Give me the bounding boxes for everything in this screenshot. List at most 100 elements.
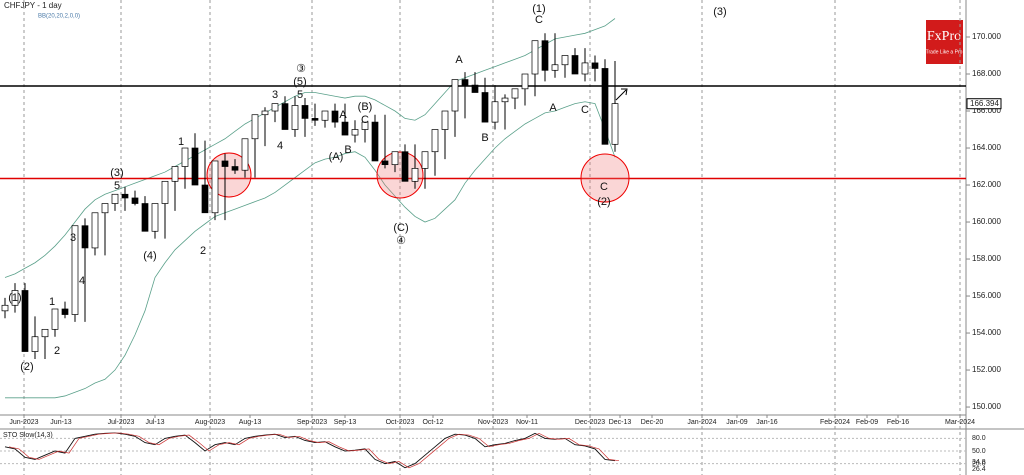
candle-body [231, 166, 239, 171]
wave-label: 2 [200, 245, 206, 257]
y-tick-label: 160.000 [972, 217, 1001, 226]
candle-body [271, 103, 279, 112]
x-tick-label: Dec-20 [641, 419, 664, 426]
candle-body [401, 151, 409, 182]
wave-label: (4) [143, 250, 156, 262]
wave-label: A [339, 109, 347, 121]
wave-label: 2 [54, 345, 60, 357]
wave-label: B [481, 132, 488, 144]
wave-label: (B) [358, 101, 373, 113]
candle-body [491, 101, 499, 123]
candle-body [311, 118, 319, 121]
candle-body [541, 40, 549, 71]
candle-body [181, 147, 189, 167]
candle-body [101, 203, 109, 214]
candle-body [291, 105, 299, 130]
x-tick-label: Nov-11 [516, 419, 538, 426]
wave-label: (1) [532, 3, 545, 15]
x-tick-label: Sep-13 [334, 419, 357, 426]
candle-body [251, 114, 259, 140]
y-tick-label: 164.000 [972, 143, 1001, 152]
y-tick-label: 50.0 [972, 448, 986, 455]
wave-label: B [344, 144, 351, 156]
stoch-signal [8, 432, 620, 469]
candle-body [601, 68, 609, 145]
bb-upper [4, 18, 616, 278]
candle-body [511, 88, 519, 99]
candle-body [381, 160, 389, 166]
candle-body [141, 203, 149, 232]
x-tick-label: Feb-16 [887, 419, 909, 426]
candle-body [131, 197, 139, 204]
y-tick-label: 156.000 [972, 291, 1001, 300]
wave-label: 5 [297, 89, 303, 101]
wave-label: (A) [329, 151, 344, 163]
x-tick-label: Nov-2023 [478, 419, 508, 426]
y-tick-label: 80.0 [972, 435, 986, 442]
candle-body [21, 290, 29, 352]
x-tick-label: Mar-2024 [945, 419, 975, 426]
wave-label: 5 [114, 180, 120, 192]
candle-body [41, 328, 49, 338]
candle-body [431, 129, 439, 153]
candle-body [1, 304, 9, 312]
candle-body [71, 225, 79, 315]
candle-body [151, 203, 159, 232]
candle-body [531, 40, 539, 75]
candle-body [501, 97, 509, 103]
wave-label: 3 [70, 232, 76, 244]
wave-label: C [535, 14, 543, 26]
candle-body [481, 92, 489, 123]
candle-body [11, 290, 19, 306]
wave-label: (2) [20, 361, 33, 373]
candle-body [301, 105, 309, 119]
y-tick-label: 166.000 [972, 106, 1001, 115]
logo-tagline: Trade Like a Pro [926, 49, 963, 55]
candle-body [341, 121, 349, 136]
circle [580, 153, 630, 203]
stoch-last-label: 26.4 [972, 466, 986, 473]
wave-label: C [361, 114, 369, 126]
candle-body [51, 308, 59, 330]
x-tick-label: Oct-12 [422, 419, 443, 426]
candle-body [371, 121, 379, 162]
candle-body [521, 73, 529, 90]
candle-body [461, 79, 469, 86]
logo-text: FxPro [927, 29, 961, 44]
candle-body [121, 193, 129, 199]
y-tick-label: 154.000 [972, 328, 1001, 337]
wave-label: 1 [49, 296, 55, 308]
candle-body [591, 62, 599, 69]
wave-label: ③ [296, 63, 306, 75]
candle-body [351, 129, 359, 136]
wave-label: 1 [178, 136, 184, 148]
arrow [615, 88, 628, 101]
stoch-last-label: 34.8 [972, 459, 986, 466]
chart-title: CHFJPY - 1 day [4, 1, 62, 10]
stoch-label: STO Slow(14,3) [3, 432, 53, 439]
wave-label: (2) [597, 196, 610, 208]
candle-body [201, 184, 209, 214]
candle-body [211, 160, 219, 214]
x-tick-label: Jun-13 [50, 419, 72, 426]
y-tick-label: 158.000 [972, 254, 1001, 263]
last-price-box [966, 98, 1002, 110]
x-tick-label: Feb-2024 [820, 419, 850, 426]
x-tick-label: Oct-2023 [386, 419, 415, 426]
candle-body [361, 121, 369, 130]
wave-label: C [581, 104, 589, 116]
last-price-label: 166.394 [970, 99, 999, 108]
candle-body [241, 138, 249, 171]
y-tick-label: 20.0 [972, 460, 986, 467]
wave-label: A [549, 102, 557, 114]
bb-lower [5, 101, 616, 399]
x-tick-label: Jan-16 [756, 419, 778, 426]
x-tick-label: Jan-09 [726, 419, 748, 426]
circle [376, 151, 424, 199]
candle-body [91, 212, 99, 249]
wave-label: 3 [272, 89, 278, 101]
wave-label: A [455, 54, 463, 66]
candle-body [471, 84, 479, 93]
candle-body [261, 110, 269, 116]
